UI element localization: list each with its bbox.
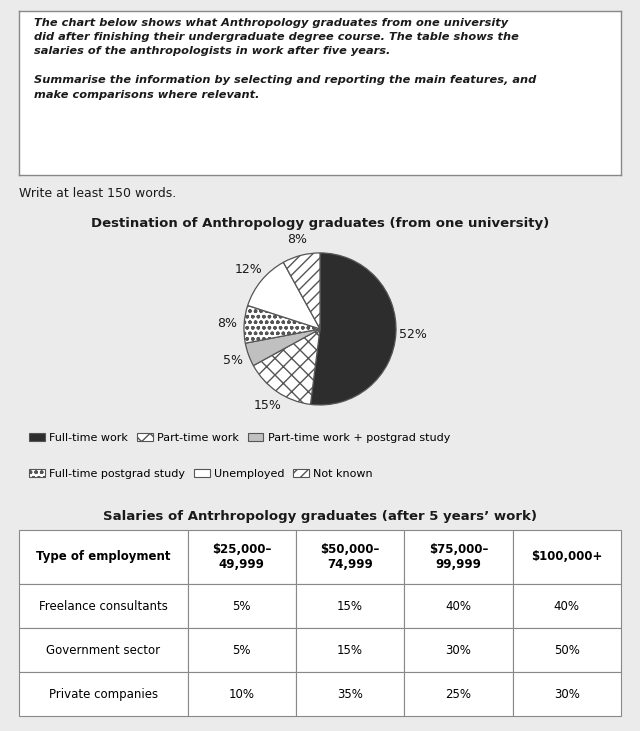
Text: 8%: 8%: [218, 317, 237, 330]
Text: 5%: 5%: [223, 354, 243, 367]
Wedge shape: [245, 329, 320, 366]
Wedge shape: [253, 329, 320, 404]
Legend: Full-time postgrad study, Unemployed, Not known: Full-time postgrad study, Unemployed, No…: [25, 465, 378, 484]
Text: The chart below shows what Anthropology graduates from one university
did after : The chart below shows what Anthropology …: [34, 18, 536, 99]
Text: Salaries of Antrhropology graduates (after 5 years’ work): Salaries of Antrhropology graduates (aft…: [103, 510, 537, 523]
Text: 52%: 52%: [399, 328, 426, 341]
Text: Destination of Anthropology graduates (from one university): Destination of Anthropology graduates (f…: [91, 217, 549, 230]
Wedge shape: [310, 253, 396, 405]
Text: 15%: 15%: [254, 399, 282, 412]
Text: 12%: 12%: [235, 263, 262, 276]
Wedge shape: [284, 253, 320, 329]
Text: 8%: 8%: [287, 232, 307, 246]
Text: Write at least 150 words.: Write at least 150 words.: [19, 187, 177, 200]
Wedge shape: [244, 306, 320, 343]
Wedge shape: [248, 262, 320, 329]
